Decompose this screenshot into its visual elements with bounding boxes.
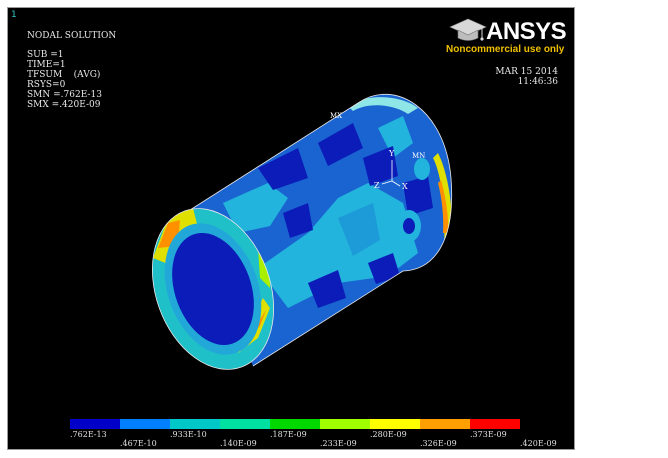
solution-title: NODAL SOLUTION	[27, 31, 117, 41]
rsys-label: RSYS=0	[27, 80, 66, 90]
timestamp: MAR 15 2014 11:46:36	[495, 67, 558, 87]
legend-tick-label: .420E-09	[520, 439, 557, 448]
cylinder-contour-plot[interactable]: MX MN Y X Z	[8, 8, 575, 450]
legend-tick-label: .933E-10	[170, 430, 207, 439]
legend-tick-label: .326E-09	[420, 439, 457, 448]
legend-swatch	[170, 419, 220, 429]
legend-tick-label: .280E-09	[370, 430, 407, 439]
ansys-logo: ANSYS Noncommercial use only	[446, 17, 570, 59]
legend-tick-label: .140E-09	[220, 439, 257, 448]
triad-y-label: Y	[388, 149, 395, 158]
coordinate-triad: Y X Z	[374, 149, 408, 191]
legend-swatch	[220, 419, 270, 429]
legend-tick-label: .233E-09	[320, 439, 357, 448]
result-item-label: TFSUM (AVG)	[27, 70, 101, 80]
triad-x-label: X	[402, 182, 408, 191]
legend-tick-label: .467E-10	[120, 439, 157, 448]
solution-info: NODAL SOLUTION SUB =1 TIME=1 TFSUM (AVG)…	[27, 31, 116, 110]
window-number: 1	[11, 10, 17, 20]
smn-label: SMN =.762E-13	[27, 90, 102, 100]
legend-swatch	[470, 419, 520, 429]
smx-label: SMX =.420E-09	[27, 100, 101, 110]
graphics-viewport[interactable]: 1 NODAL SOLUTION SUB =1 TIME=1 TFSUM (AV…	[7, 7, 575, 450]
max-marker: MX	[330, 112, 342, 120]
timestamp-time: 11:46:36	[517, 77, 558, 87]
legend-swatch	[320, 419, 370, 429]
triad-z-label: Z	[374, 181, 380, 190]
legend-swatch	[270, 419, 320, 429]
timestamp-date: MAR 15 2014	[495, 67, 558, 77]
logo-wordmark: ANSYS	[486, 18, 567, 45]
legend-tick-label: .187E-09	[270, 430, 307, 439]
graduation-cap-icon	[449, 18, 487, 41]
substep-label: SUB =1	[27, 50, 64, 60]
legend-swatch	[70, 419, 120, 429]
legend-swatch	[420, 419, 470, 429]
min-marker: MN	[412, 152, 425, 160]
legend-tick-label: .373E-09	[470, 430, 507, 439]
logo-subtitle: Noncommercial use only	[446, 44, 565, 55]
time-label: TIME=1	[27, 60, 66, 70]
legend-tick-label: .762E-13	[70, 430, 107, 439]
legend-swatch	[120, 419, 170, 429]
legend-swatch	[370, 419, 420, 429]
